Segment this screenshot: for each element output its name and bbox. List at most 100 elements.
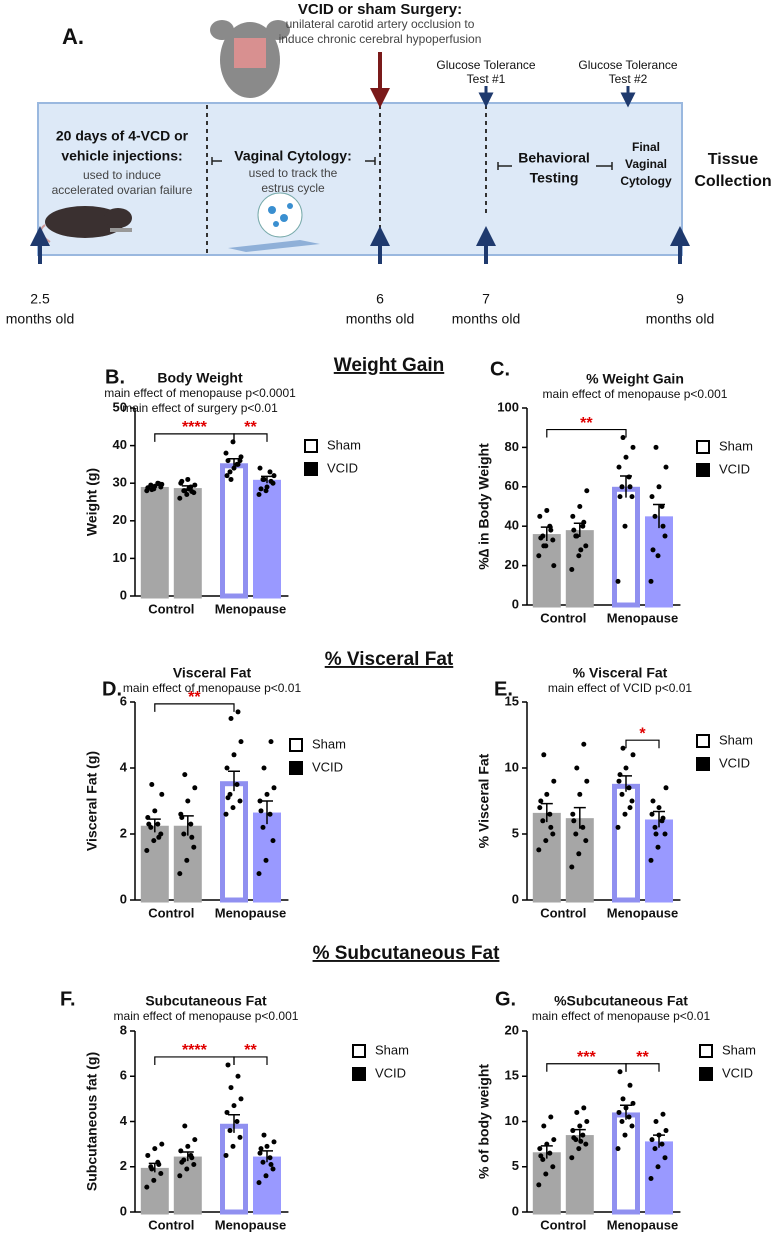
data-point: [580, 523, 586, 529]
data-point: [623, 454, 629, 460]
data-point: [225, 795, 231, 801]
significance-bracket: [154, 703, 235, 712]
panel-label: F.: [60, 988, 76, 1010]
data-point: [652, 1146, 658, 1152]
age-unit: months old: [346, 311, 414, 327]
section-title: % Subcutaneous Fat: [313, 943, 501, 964]
data-point: [663, 464, 669, 470]
data-point: [191, 1161, 197, 1167]
data-point: [649, 1137, 655, 1143]
data-point: [263, 488, 269, 494]
data-point: [192, 482, 198, 488]
data-point: [182, 488, 188, 494]
chart-title: Body Weight: [157, 370, 243, 386]
injection-title: vehicle injections:: [61, 148, 182, 164]
data-point: [652, 824, 658, 830]
bar: [565, 818, 594, 903]
data-point: [536, 1182, 542, 1188]
data-point: [655, 1164, 661, 1170]
data-point: [256, 1180, 262, 1186]
data-point: [230, 1143, 236, 1149]
y-tick-label: 80: [505, 439, 519, 454]
significance-label: **: [636, 1049, 649, 1066]
data-point: [626, 785, 632, 791]
data-point: [238, 454, 244, 460]
data-point: [192, 1137, 198, 1143]
data-point: [185, 476, 191, 482]
data-point: [155, 821, 161, 827]
bar: [220, 1123, 248, 1215]
data-point: [576, 851, 582, 857]
data-point: [256, 871, 262, 877]
data-point: [235, 709, 241, 715]
significance-label: **: [244, 1042, 257, 1059]
data-point: [620, 435, 626, 441]
data-point: [228, 476, 234, 482]
x-tick-label: Menopause: [215, 1217, 287, 1232]
error-bar: [148, 818, 161, 833]
final-label: Vaginal: [625, 157, 667, 171]
data-point: [550, 831, 556, 837]
data-point: [576, 1146, 582, 1152]
data-point: [581, 519, 587, 525]
data-point: [548, 824, 554, 830]
data-point: [257, 1150, 263, 1156]
data-point: [630, 1100, 636, 1106]
significance-bracket: [625, 739, 660, 749]
x-tick-label: Menopause: [607, 1217, 679, 1232]
x-tick-label: Menopause: [607, 905, 679, 920]
legend-label: VCID: [375, 1065, 406, 1080]
bar: [612, 1112, 640, 1215]
data-point: [571, 818, 577, 824]
data-point: [228, 1085, 234, 1091]
data-point: [660, 523, 666, 529]
legend-label: Sham: [327, 437, 361, 452]
data-point: [224, 473, 230, 479]
y-axis-label: %∆ in Body Weight: [476, 443, 492, 570]
data-point: [541, 543, 547, 549]
data-point: [660, 1111, 666, 1117]
chart-subtitle: main effect of VCID p<0.01: [548, 681, 693, 695]
error-bar: [540, 802, 553, 823]
legend-label: VCID: [719, 461, 750, 476]
data-point: [267, 1155, 273, 1161]
data-point: [189, 834, 195, 840]
data-point: [619, 1119, 625, 1124]
data-point: [185, 1143, 191, 1149]
data-point: [260, 824, 266, 830]
data-point: [626, 474, 632, 480]
y-tick-label: 40: [113, 437, 127, 452]
y-tick-label: 5: [512, 1158, 519, 1173]
data-point: [569, 864, 575, 870]
error-bar: [573, 806, 586, 829]
data-point: [223, 450, 229, 456]
data-point: [231, 1103, 237, 1109]
data-point: [583, 1141, 589, 1147]
legend-swatch: [696, 734, 710, 748]
data-point: [656, 1132, 662, 1138]
data-point: [648, 1176, 654, 1182]
data-point: [659, 1141, 665, 1147]
legend-swatch: [304, 462, 318, 476]
data-point: [189, 1155, 195, 1161]
data-point: [537, 1146, 543, 1152]
data-point: [257, 465, 263, 471]
injection-text: used to induce: [83, 168, 161, 182]
y-tick-label: 0: [512, 1203, 519, 1218]
significance-label: ****: [182, 1042, 208, 1059]
y-tick-label: 0: [120, 1203, 127, 1218]
data-point: [547, 523, 553, 529]
timeline-box: [37, 102, 683, 256]
data-point: [156, 481, 162, 487]
data-point: [268, 478, 274, 484]
y-axis-label: Weight (g): [84, 468, 100, 536]
data-point: [663, 1128, 669, 1134]
data-point: [536, 553, 542, 559]
data-point: [578, 547, 584, 553]
significance-bracket: [625, 1063, 660, 1072]
legend-label: VCID: [719, 755, 750, 770]
tissue-label: Tissue: [708, 151, 759, 168]
data-point: [238, 1096, 244, 1102]
data-point: [230, 805, 236, 811]
error-bar: [573, 1128, 586, 1141]
